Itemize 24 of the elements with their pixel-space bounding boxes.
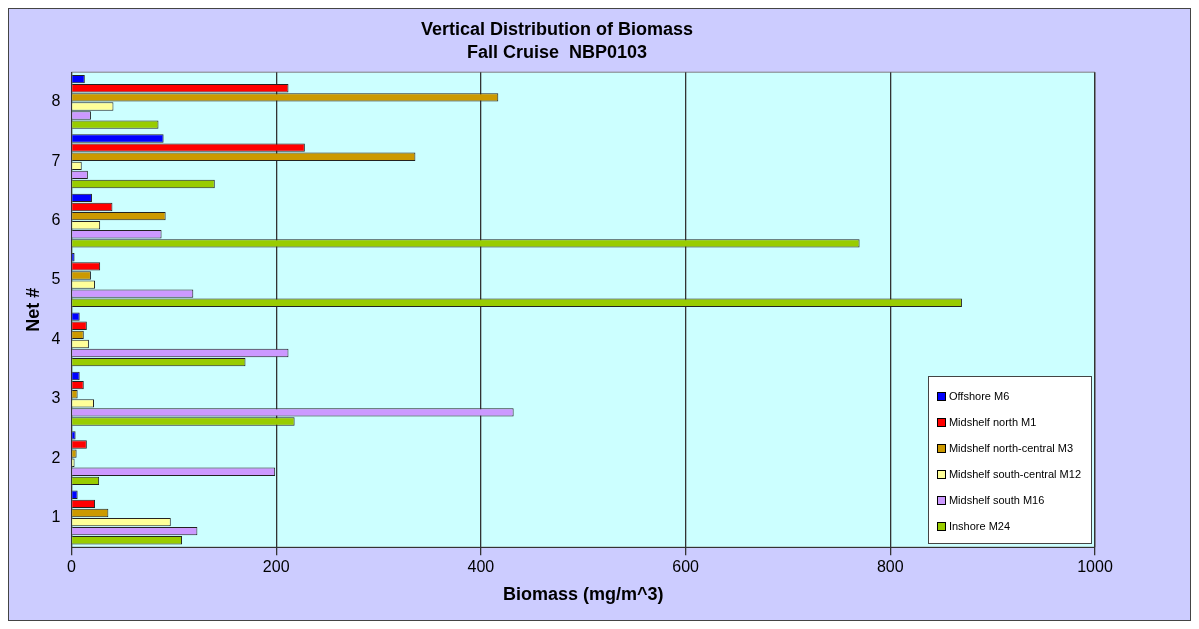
y-axis-title: Net # <box>22 287 43 332</box>
x-tick-label: 0 <box>67 558 77 576</box>
legend-label: Midshelf south-central M12 <box>948 468 1081 481</box>
y-tick-label: 1 <box>51 507 61 525</box>
x-tick-label: 600 <box>672 558 700 576</box>
y-tick-label: 6 <box>51 211 61 229</box>
legend-label: Midshelf south M16 <box>948 494 1045 507</box>
chart-title: Vertical Distribution of Biomass <box>420 18 694 39</box>
x-tick-label: 400 <box>467 558 495 576</box>
y-tick-label: 8 <box>51 92 61 110</box>
y-tick-label: 3 <box>51 389 61 407</box>
y-tick-label: 5 <box>51 270 61 288</box>
legend-label: Midshelf north M1 <box>948 416 1037 429</box>
x-tick-label: 200 <box>262 558 290 576</box>
legend-label: Offshore M6 <box>948 390 1010 403</box>
chart-subtitle: Fall Cruise NBP0103 <box>466 42 648 63</box>
x-tick-label: 1000 <box>1077 558 1113 576</box>
x-tick-label: 800 <box>876 558 904 576</box>
y-tick-label: 4 <box>51 329 61 347</box>
y-tick-label: 2 <box>51 448 61 466</box>
legend-label: Midshelf north-central M3 <box>948 442 1074 455</box>
y-tick-label: 7 <box>51 151 61 169</box>
x-axis-title: Biomass (mg/m^3) <box>502 584 664 605</box>
legend-label: Inshore M24 <box>948 520 1011 533</box>
